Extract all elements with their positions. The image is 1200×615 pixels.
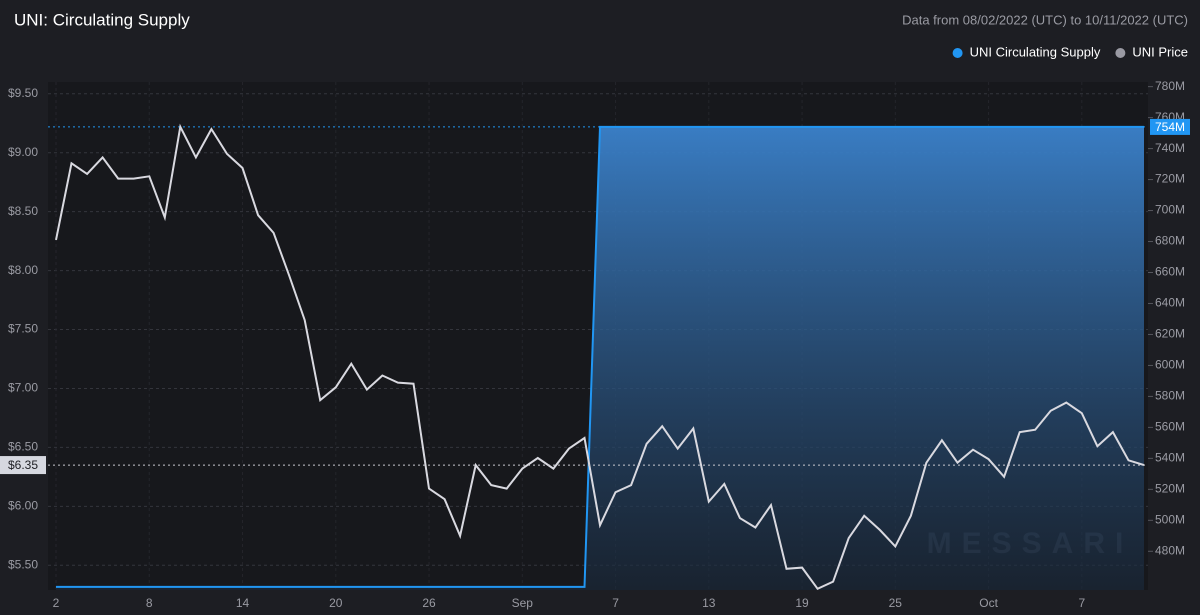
y-tick-label: $9.50 [8,86,38,100]
x-tick-label: 14 [236,596,250,610]
y-tick-label: $7.00 [8,381,38,395]
legend-label: UNI Circulating Supply [970,44,1101,59]
x-tick-label: 19 [795,596,809,610]
chart-title: UNI: Circulating Supply [14,10,190,29]
y2-tick-label: 700M [1155,203,1185,217]
y2-tick-label: 560M [1155,420,1185,434]
y-tick-label: $8.00 [8,263,38,277]
y2-tick-label: 680M [1155,234,1185,248]
x-tick-label: 7 [612,596,619,610]
line [55,123,1145,591]
x-tick-label: 26 [422,596,436,610]
x-tick-label: 25 [889,596,903,610]
last-value-label: $6.35 [8,458,38,472]
last-value-box [1150,118,1190,135]
chart-subtitle: Data from 08/02/2022 (UTC) to 10/11/2022… [902,12,1188,27]
x-tick-label: 8 [146,596,153,610]
area [56,126,1144,591]
y2-tick-label: 580M [1155,389,1185,403]
y2-tick-label: 640M [1155,296,1185,310]
x-tick-label: Sep [512,596,534,610]
y-tick-label: $7.50 [8,322,38,336]
x-tick-label: Oct [979,596,998,610]
legend: UNI Price UNI Circulating Supply [952,44,1188,59]
legend-swatch [1115,48,1126,58]
y-tick-label: $6.00 [8,498,38,512]
y-tick-label: $8.50 [8,204,38,218]
y-tick-label: $9.00 [8,145,38,159]
y-tick-label: $6.50 [8,440,38,454]
y2-tick-label: 480M [1155,543,1185,557]
y2-tick-label: 540M [1155,451,1185,465]
y2-tick-label: 660M [1155,265,1185,279]
x-tick-label: 2 [53,596,60,610]
last-value-label: 754M [1155,120,1185,134]
y2-tick-label: 600M [1155,358,1185,372]
last-value-box [0,456,46,475]
y-tick-label: $5.50 [8,557,38,571]
legend-swatch [952,48,963,58]
y2-tick-label: 780M [1155,79,1185,93]
y2-tick-label: 500M [1155,512,1185,526]
x-tick-label: 20 [329,596,343,610]
y2-tick-label: 620M [1155,327,1185,341]
x-tick-label: 13 [702,596,716,610]
legend-label: UNI Price [1132,44,1188,59]
x-tick-label: 7 [1078,596,1085,610]
y2-tick-label: 740M [1155,141,1185,155]
y2-tick-label: 720M [1155,172,1185,186]
y2-tick-label: 520M [1155,482,1185,496]
